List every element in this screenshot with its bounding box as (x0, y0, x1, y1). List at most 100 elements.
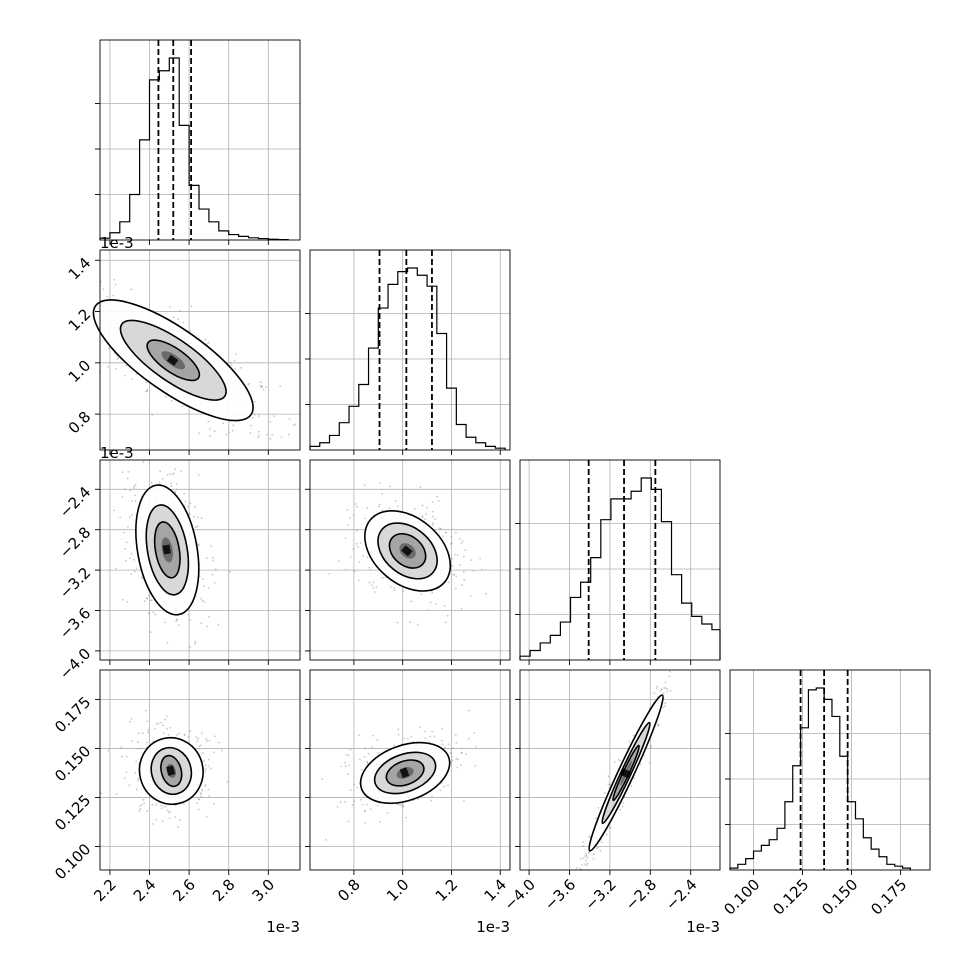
scatter-point (376, 804, 379, 807)
scatter-point (356, 786, 359, 789)
scatter-point (595, 817, 597, 820)
scatter-point (344, 761, 346, 764)
scatter-point (196, 516, 199, 519)
scatter-point (656, 723, 659, 725)
scatter-point (181, 405, 184, 408)
contour-line (373, 751, 437, 795)
x-tick-label: 2.6 (169, 876, 199, 906)
scatter-point (460, 608, 463, 610)
scatter-point (190, 305, 193, 308)
scatter-point (619, 808, 622, 811)
scatter-point (174, 468, 177, 471)
scatter-point (130, 718, 133, 720)
scatter-point (455, 741, 458, 744)
y-tick-label: 1.4 (65, 254, 95, 284)
scatter-point (417, 798, 420, 800)
scatter-point (352, 548, 355, 550)
scatter-point (360, 768, 363, 771)
scatter-point (397, 728, 400, 731)
scatter-point (363, 484, 366, 487)
scatter-point (161, 820, 164, 823)
scatter-point (152, 823, 154, 825)
contour-line (160, 754, 183, 788)
scatter-point (115, 793, 118, 795)
contour-line (92, 299, 254, 422)
scatter-point (364, 517, 366, 520)
scatter-point (130, 739, 133, 742)
x-tick-label: −3.6 (541, 876, 579, 914)
scatter-point (203, 601, 206, 603)
scatter-point (162, 724, 164, 727)
scatter-point (234, 367, 237, 370)
scatter-point (183, 734, 186, 736)
scatter-point (431, 501, 434, 503)
scatter-point (639, 763, 642, 766)
scatter-point (443, 604, 446, 607)
scatter-point (121, 755, 123, 758)
panel-2-frame (99, 669, 301, 871)
scatter-point (201, 752, 204, 755)
x-tick-label: 0.125 (769, 876, 812, 919)
scatter-point (197, 808, 200, 811)
y-tick-label: −3.2 (56, 564, 94, 602)
scatter-point (407, 737, 409, 740)
scatter-point (230, 364, 233, 366)
scatter-point (454, 587, 457, 590)
scatter-point (393, 744, 395, 747)
scatter-point (258, 434, 260, 437)
scatter-point (588, 835, 590, 838)
scatter-point (200, 732, 203, 734)
histogram-step (99, 57, 289, 241)
scatter-point (439, 789, 442, 792)
scatter-point (164, 621, 166, 624)
scatter-point (205, 738, 208, 741)
x-tick-label: 0.175 (867, 876, 910, 919)
scatter-point (436, 495, 438, 498)
y-offset-label: 1e-3 (100, 444, 134, 462)
scatter-point (451, 759, 454, 762)
scatter-point (475, 745, 477, 748)
scatter-point (129, 489, 132, 492)
scatter-point (349, 517, 352, 519)
scatter-point (420, 593, 423, 595)
scatter-point (576, 867, 578, 869)
scatter-point (455, 758, 458, 760)
x-tick-label: 0.100 (720, 876, 763, 919)
scatter-point (137, 741, 139, 744)
scatter-point (126, 600, 129, 603)
scatter-point (397, 733, 400, 736)
scatter-point (372, 581, 375, 584)
scatter-point (154, 727, 156, 730)
scatter-point (214, 568, 217, 570)
scatter-point (194, 642, 196, 645)
scatter-point (288, 433, 290, 436)
contour-line (588, 694, 664, 852)
scatter-point (432, 524, 434, 526)
scatter-point (402, 805, 405, 808)
scatter-point (140, 747, 143, 750)
scatter-point (208, 739, 211, 742)
scatter-point (613, 761, 616, 763)
scatter-point (123, 531, 125, 534)
scatter-point (125, 559, 127, 562)
scatter-point (206, 557, 208, 559)
scatter-point (259, 381, 262, 384)
scatter-point (147, 731, 149, 734)
scatter-point (257, 415, 260, 417)
scatter-point (131, 500, 134, 502)
scatter-point (444, 746, 447, 748)
scatter-point (584, 855, 587, 857)
scatter-point (135, 760, 138, 763)
scatter-point (371, 746, 374, 749)
scatter-point (200, 622, 203, 625)
scatter-point (397, 803, 400, 806)
scatter-point (460, 764, 462, 766)
scatter-point (448, 743, 450, 746)
scatter-point (189, 502, 192, 504)
scatter-point (353, 514, 355, 517)
scatter-point (355, 542, 358, 545)
scatter-point (664, 705, 666, 708)
scatter-point (373, 591, 376, 593)
scatter-point (668, 675, 671, 678)
scatter-point (121, 598, 124, 601)
